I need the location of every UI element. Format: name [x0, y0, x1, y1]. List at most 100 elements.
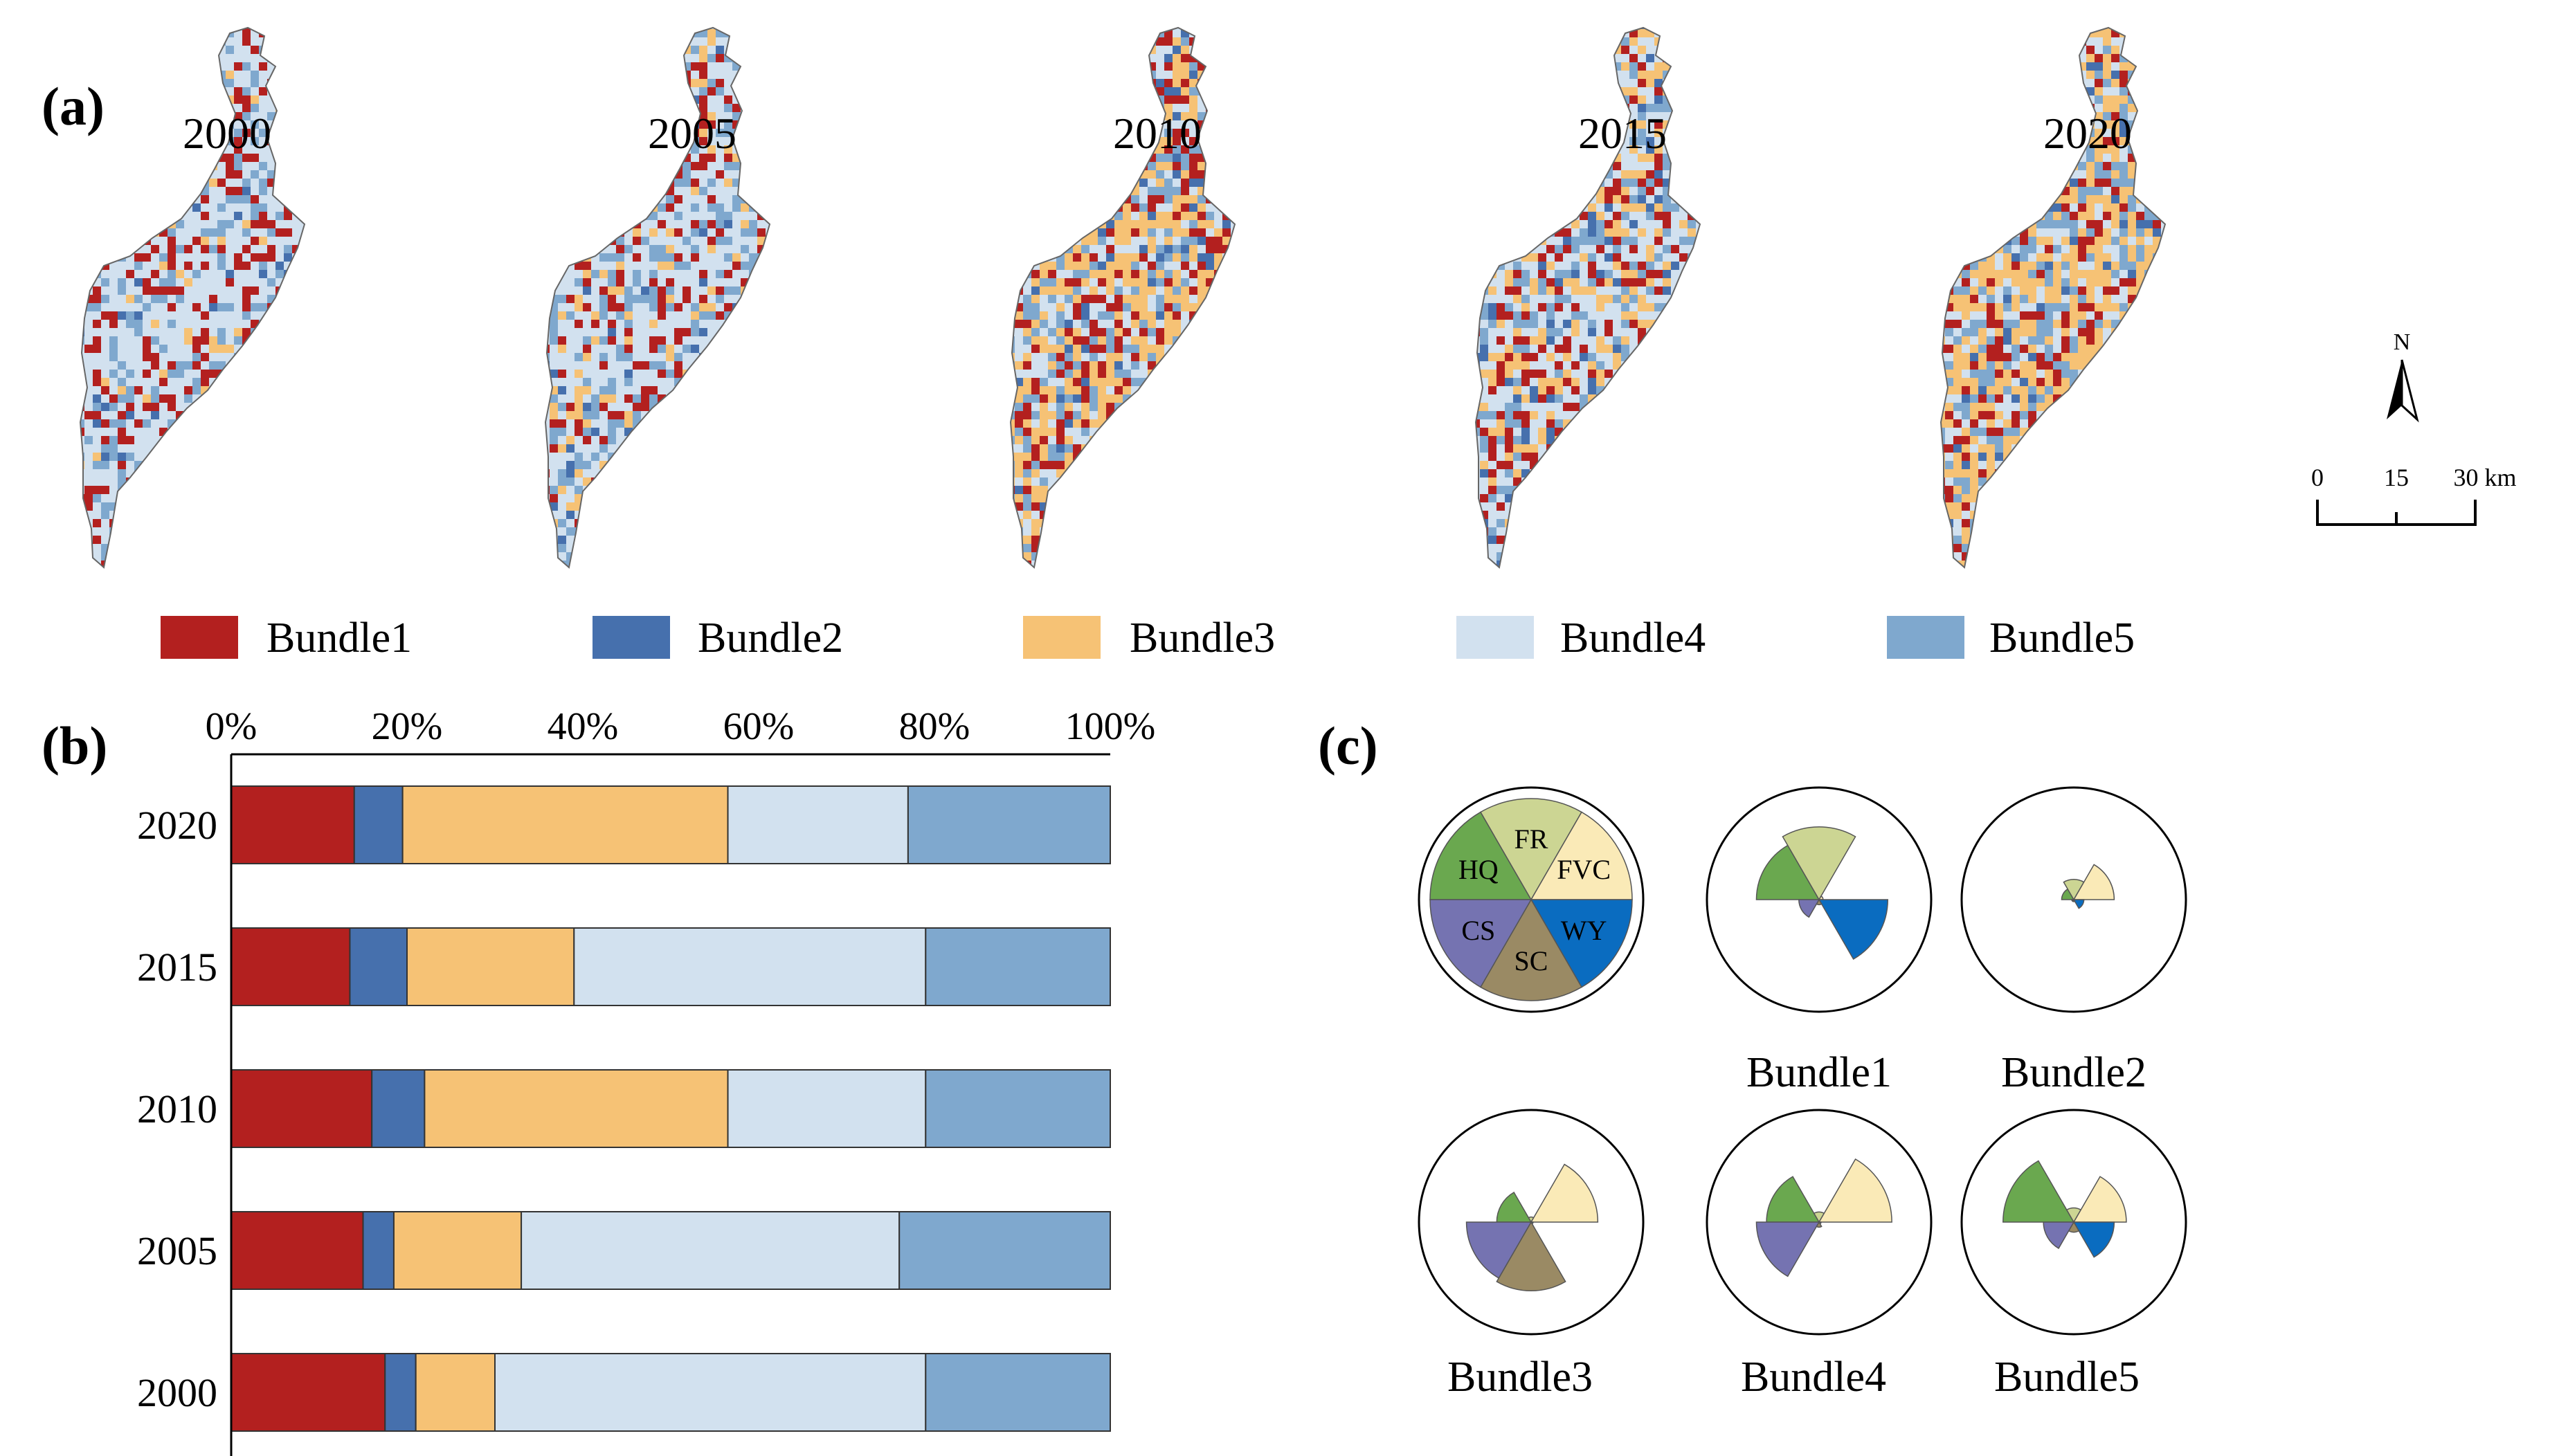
- map-cell: [707, 444, 716, 453]
- map-cell: [1970, 228, 1978, 237]
- map-cell: [1987, 220, 1995, 228]
- map-cell: [1530, 311, 1538, 320]
- map-cell: [143, 129, 151, 137]
- map-cell: [267, 46, 275, 54]
- map-cell: [1011, 511, 1015, 519]
- map-cell: [1945, 278, 1953, 286]
- map-cell: [2020, 286, 2028, 295]
- map-cell: [558, 295, 566, 303]
- map-cell: [1480, 29, 1488, 37]
- map-cell: [2103, 270, 2111, 278]
- map-cell: [1148, 494, 1156, 502]
- map-cell: [616, 245, 624, 253]
- map-cell: [1073, 71, 1081, 79]
- map-cell: [1941, 162, 1945, 170]
- map-cell: [1945, 245, 1953, 253]
- map-cell: [284, 394, 292, 403]
- map-cell: [1181, 37, 1189, 46]
- map-cell: [1663, 320, 1671, 328]
- map-cell: [1015, 569, 1023, 577]
- map-cell: [641, 179, 649, 187]
- map-cell: [757, 270, 766, 278]
- map-cell: [1081, 179, 1089, 187]
- map-cell: [251, 378, 259, 386]
- map-cell: [1189, 137, 1197, 145]
- map-cell: [2144, 104, 2153, 112]
- map-cell: [608, 336, 616, 345]
- map-cell: [1538, 428, 1546, 436]
- map-cell: [1596, 28, 1604, 29]
- map-cell: [1546, 419, 1555, 428]
- map-cell: [1613, 195, 1621, 203]
- map-cell: [1638, 187, 1646, 195]
- map-cell: [1181, 245, 1189, 253]
- map-cell: [275, 486, 284, 494]
- map-cell: [284, 320, 292, 328]
- map-cell: [707, 569, 716, 577]
- map-cell: [757, 71, 766, 79]
- map-cell: [1089, 469, 1098, 477]
- map-cell: [1048, 345, 1056, 353]
- map-cell: [1173, 137, 1181, 145]
- map-cell: [126, 311, 134, 320]
- map-cell: [1538, 552, 1546, 561]
- map-cell: [1048, 527, 1056, 536]
- map-cell: [201, 245, 209, 253]
- map-cell: [1011, 311, 1015, 320]
- map-cell: [134, 212, 143, 220]
- map-cell: [1613, 536, 1621, 544]
- map-cell: [1488, 253, 1496, 262]
- map-cell: [168, 187, 176, 195]
- map-cell: [649, 278, 658, 286]
- map-cell: [1571, 195, 1580, 203]
- map-cell: [1131, 320, 1139, 328]
- map-cell: [674, 353, 682, 361]
- map-cell: [1654, 378, 1663, 386]
- map-cell: [707, 37, 716, 46]
- map-cell: [674, 328, 682, 336]
- map-cell: [1156, 245, 1164, 253]
- map-cell: [1953, 170, 1962, 179]
- map-cell: [1654, 511, 1663, 519]
- map-cell: [749, 145, 757, 154]
- map-cell: [1530, 37, 1538, 46]
- map-cell: [550, 120, 558, 129]
- map-cell: [292, 278, 300, 286]
- map-cell: [2003, 145, 2011, 154]
- map-cell: [1173, 220, 1181, 228]
- map-cell: [1654, 212, 1663, 220]
- map-cell: [1480, 137, 1488, 145]
- map-cell: [1214, 95, 1222, 104]
- map-cell: [616, 262, 624, 270]
- map-cell: [1995, 71, 2003, 79]
- map-cell: [1663, 477, 1671, 486]
- map-cell: [1995, 46, 2003, 54]
- map-cell: [2011, 262, 2020, 270]
- map-cell: [80, 170, 84, 179]
- map-cell: [1580, 411, 1588, 419]
- map-cell: [1156, 262, 1164, 270]
- map-cell: [550, 428, 558, 436]
- map-cell: [1197, 170, 1206, 179]
- map-cell: [1663, 195, 1671, 203]
- map-cell: [1031, 278, 1040, 286]
- map-cell: [109, 104, 118, 112]
- map-cell: [1488, 436, 1496, 444]
- map-cell: [1588, 511, 1596, 519]
- map-cell: [1123, 295, 1131, 303]
- map-cell: [292, 62, 300, 71]
- map-cell: [1941, 278, 1945, 286]
- map-cell: [251, 336, 259, 345]
- map-cell: [1073, 37, 1081, 46]
- map-cell: [749, 461, 757, 469]
- map-cell: [1646, 253, 1654, 262]
- map-cell: [1206, 237, 1214, 245]
- map-cell: [284, 203, 292, 212]
- map-cell: [1654, 411, 1663, 419]
- map-cell: [1181, 394, 1189, 403]
- map-cell: [1654, 502, 1663, 511]
- map-cell: [2144, 154, 2153, 162]
- map-cell: [1571, 328, 1580, 336]
- map-cell: [1131, 519, 1139, 527]
- map-cell: [575, 419, 583, 428]
